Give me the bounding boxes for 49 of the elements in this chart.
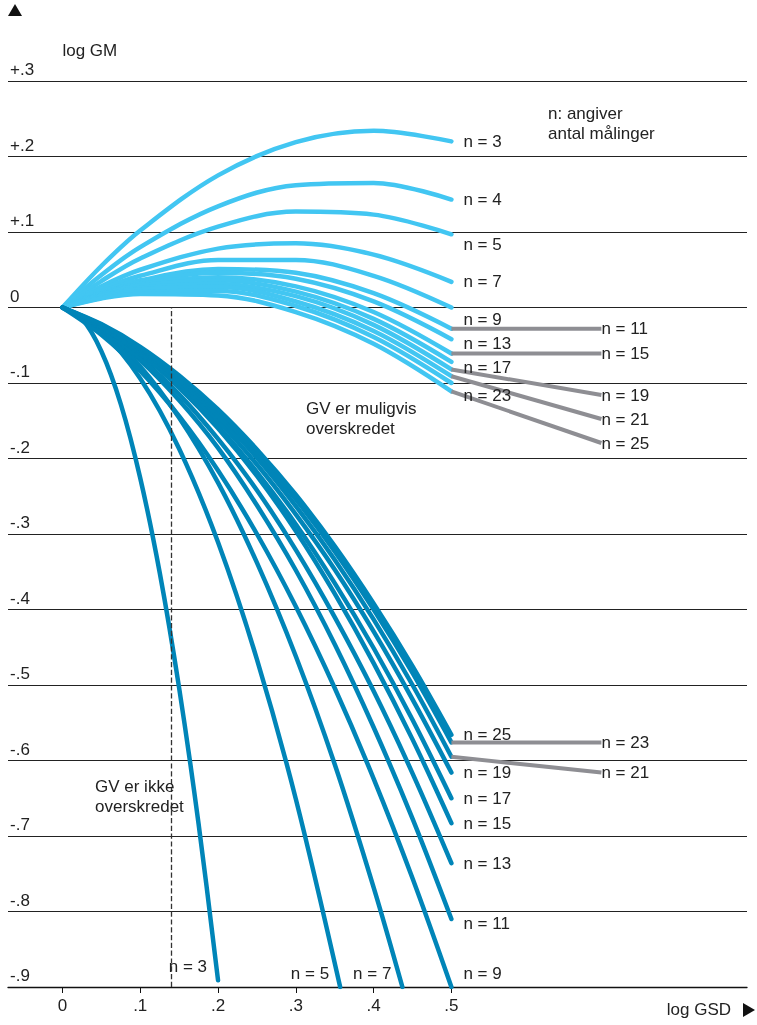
y-tick-label: -.9: [10, 966, 30, 985]
series-label: n = 23: [463, 385, 512, 405]
y-tick-label: -.2: [10, 437, 30, 457]
y-tick-label: -.1: [10, 362, 30, 381]
text: n = 21: [601, 763, 650, 782]
series-label: n = 25: [463, 725, 512, 745]
x-tick-label: .2: [210, 996, 226, 1015]
y-tick-label: 0: [10, 286, 20, 306]
x-tick-label: .5: [444, 996, 459, 1015]
series-label: n = 15: [463, 813, 512, 833]
series-label: n = 13: [463, 853, 512, 873]
y-tick-label: -.8: [10, 890, 30, 910]
text: n = 25: [601, 433, 650, 453]
series-label: n = 7: [463, 272, 502, 292]
y-tick-label: -.6: [10, 739, 30, 759]
series-label: n = 3: [463, 131, 502, 151]
text: n = 21: [601, 409, 650, 429]
series-label: n = 11: [463, 914, 510, 933]
series-label: n = 17: [463, 358, 512, 377]
x-tick-label: .1: [133, 996, 148, 1015]
y-tick-label: -.4: [10, 588, 30, 608]
y-tick-label: -.3: [10, 513, 30, 532]
text: n = 11: [601, 319, 648, 339]
series-label: n = 9: [463, 310, 502, 329]
series-label: n = 9: [463, 963, 502, 983]
y-tick-label: +.3: [10, 60, 35, 79]
y-axis-title: log GM: [62, 41, 118, 60]
series-label: n = 17: [463, 788, 512, 808]
x-tick-label: 0: [57, 996, 68, 1015]
x-tick-label: .4: [366, 996, 381, 1015]
series-label: n = 19: [463, 763, 512, 783]
series-label: n = 3: [168, 956, 208, 976]
x-axis-title: log GSD: [666, 1000, 731, 1019]
annotation: GV er muligvis overskredet: [306, 398, 417, 438]
text: n = 15: [601, 344, 650, 364]
x-tick-label: .3: [288, 996, 303, 1015]
series-label: n = 5: [290, 963, 330, 983]
y-tick-label: +.1: [10, 211, 35, 230]
series-label: n = 5: [463, 234, 502, 254]
annotation: GV er ikke overskredet: [95, 776, 185, 816]
y-tick-label: -.5: [10, 664, 30, 683]
y-tick-label: -.7: [10, 815, 30, 834]
series-label: n = 13: [463, 334, 512, 353]
y-tick-label: +.2: [10, 135, 35, 155]
annotation: n: angiver antal målinger: [548, 103, 656, 143]
text: n = 23: [601, 732, 650, 752]
text: n = 19: [601, 385, 650, 405]
series-label: n = 4: [463, 190, 502, 210]
series-label: n = 7: [353, 963, 392, 983]
